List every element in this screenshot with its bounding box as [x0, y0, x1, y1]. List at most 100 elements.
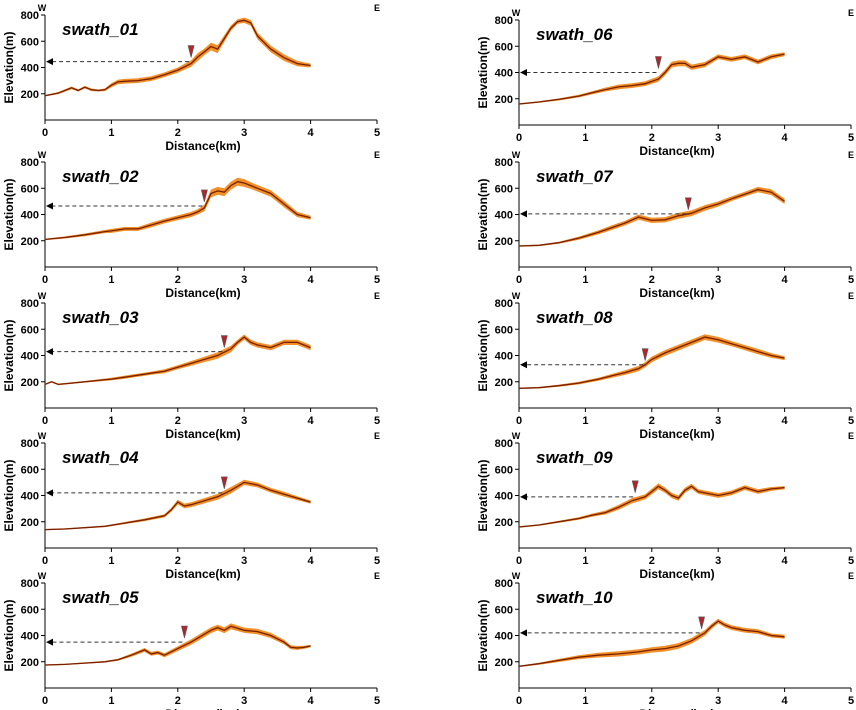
x-axis-title: Distance(km)	[165, 286, 240, 300]
y-tick-label: 400	[495, 631, 513, 643]
panel-swath-04: W E 0 1 2 3 4 5 200 400 600 800 Distance(km) Elevatio…	[2, 431, 380, 581]
y-tick-label: 800	[495, 578, 513, 590]
panel-title: swath_06	[536, 25, 613, 44]
x-tick-label: 0	[42, 555, 48, 567]
x-tick-label: 2	[649, 695, 655, 707]
swath-band	[519, 52, 785, 105]
x-tick-label: 3	[241, 127, 247, 139]
y-tick-label: 600	[21, 183, 39, 195]
x-tick-label: 2	[175, 415, 181, 427]
swath-band	[45, 479, 311, 531]
y-tick-label: 200	[21, 517, 39, 529]
arrow-head	[46, 58, 53, 66]
arrow-head	[46, 348, 53, 356]
y-axis-title: Elevation(m)	[2, 31, 16, 103]
panel-swath-08: W E 0 1 2 3 4 5 200 400 600 800 Distance(km) Elevatio…	[476, 291, 854, 441]
y-tick-label: 400	[495, 351, 513, 363]
east-label: E	[848, 571, 854, 581]
x-tick-label: 3	[715, 274, 721, 286]
west-label: W	[38, 431, 47, 441]
east-label: E	[374, 150, 380, 160]
y-axis-title: Elevation(m)	[2, 599, 16, 671]
east-label: E	[374, 571, 380, 581]
y-axis-title: Elevation(m)	[2, 459, 16, 531]
x-tick-label: 1	[582, 695, 588, 707]
x-tick-label: 0	[42, 274, 48, 286]
x-axis-title: Distance(km)	[639, 427, 714, 441]
x-axis-title: Distance(km)	[165, 567, 240, 581]
west-label: W	[512, 291, 521, 301]
knickpoint-marker	[641, 348, 649, 361]
knickpoint-marker	[631, 480, 639, 493]
x-tick-label: 4	[308, 555, 315, 567]
x-tick-label: 5	[848, 695, 854, 707]
panel-title: swath_05	[62, 588, 139, 607]
y-tick-label: 200	[495, 377, 513, 389]
west-label: W	[512, 431, 521, 441]
mean-elevation-line	[518, 188, 785, 247]
x-tick-label: 4	[308, 415, 315, 427]
y-tick-label: 800	[21, 157, 39, 169]
x-tick-label: 4	[782, 132, 789, 144]
mean-elevation-line	[518, 336, 785, 389]
y-tick-label: 600	[21, 464, 39, 476]
x-tick-label: 1	[108, 695, 114, 707]
panel-swath-02: W E 0 1 2 3 4 5 200 400 600 800 Distance(km) Elevatio…	[2, 150, 380, 300]
x-tick-label: 1	[108, 555, 114, 567]
panel-swath-05: W E 0 1 2 3 4 5 200 400 600 800 Distance(km) Elevatio…	[2, 571, 380, 710]
swath-band	[519, 483, 785, 528]
x-tick-label: 3	[241, 555, 247, 567]
x-tick-label: 1	[582, 415, 588, 427]
panel-swath-03: W E 0 1 2 3 4 5 200 400 600 800 Distance(km) Elevatio…	[2, 291, 380, 441]
x-axis-title: Distance(km)	[639, 144, 714, 158]
x-tick-label: 5	[848, 555, 854, 567]
x-tick-label: 3	[715, 415, 721, 427]
y-tick-label: 600	[495, 464, 513, 476]
y-tick-label: 800	[21, 10, 39, 22]
panel-title: swath_10	[536, 588, 613, 607]
y-tick-label: 400	[21, 631, 39, 643]
x-tick-label: 5	[374, 274, 380, 286]
east-label: E	[374, 431, 380, 441]
y-tick-label: 600	[21, 324, 39, 336]
arrow-head	[520, 493, 527, 501]
x-axis-title: Distance(km)	[165, 427, 240, 441]
x-axis-title: Distance(km)	[639, 567, 714, 581]
x-tick-label: 0	[42, 415, 48, 427]
x-axis-title: Distance(km)	[639, 286, 714, 300]
swath-band	[519, 618, 785, 667]
y-axis-title: Elevation(m)	[476, 459, 490, 531]
x-tick-label: 0	[516, 695, 522, 707]
x-tick-label: 0	[42, 127, 48, 139]
y-tick-label: 400	[21, 210, 39, 222]
panel-title: swath_02	[62, 167, 139, 186]
y-tick-label: 800	[495, 438, 513, 450]
east-label: E	[374, 291, 380, 301]
x-tick-label: 4	[308, 127, 315, 139]
x-tick-label: 2	[175, 695, 181, 707]
knickpoint-marker	[187, 45, 195, 58]
y-tick-label: 400	[21, 351, 39, 363]
arrow-head	[46, 489, 53, 497]
y-tick-label: 600	[21, 604, 39, 616]
east-label: E	[374, 3, 380, 13]
x-tick-label: 2	[175, 555, 181, 567]
east-label: E	[848, 291, 854, 301]
y-axis-title: Elevation(m)	[476, 319, 490, 391]
panel-swath-10: W E 0 1 2 3 4 5 200 400 600 800 Distance(km) Elevatio…	[476, 571, 854, 710]
y-tick-label: 800	[21, 298, 39, 310]
x-tick-label: 1	[108, 274, 114, 286]
swath-band	[519, 334, 785, 389]
arrow-head	[520, 361, 527, 369]
x-tick-label: 1	[108, 127, 114, 139]
y-axis-title: Elevation(m)	[476, 178, 490, 250]
x-tick-label: 2	[649, 132, 655, 144]
arrow-head	[520, 69, 527, 76]
x-axis-title: Distance(km)	[165, 707, 240, 710]
panel-title: swath_08	[536, 308, 613, 327]
x-tick-label: 2	[649, 415, 655, 427]
x-tick-label: 5	[374, 415, 380, 427]
arrow-head	[520, 629, 527, 637]
x-tick-label: 2	[175, 274, 181, 286]
y-axis-title: Elevation(m)	[476, 599, 490, 671]
